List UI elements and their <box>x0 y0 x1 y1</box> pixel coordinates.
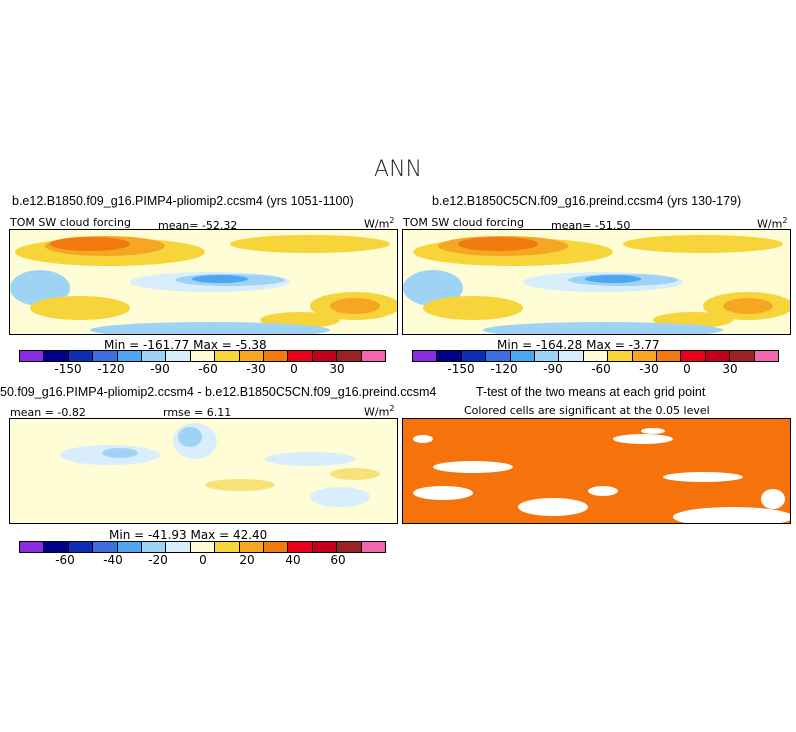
panel-3-tick: 40 <box>285 553 301 567</box>
panel-1-tick: -150 <box>54 362 82 376</box>
panel-3-tick: 60 <box>330 553 346 567</box>
panel-1-variable-label: TOM SW cloud forcing <box>10 216 131 229</box>
panel-4-title: T-test of the two means at each grid poi… <box>476 385 706 399</box>
panel-1-units: W/m2 <box>364 216 395 231</box>
panel-2-tick: 0 <box>683 362 691 376</box>
panel-2-tick: -60 <box>591 362 611 376</box>
main-title: ANN <box>374 157 422 182</box>
panel-3-tick: 0 <box>199 553 207 567</box>
panel-2-title: b.e12.B1850C5CN.f09_g16.preind.ccsm4 (yr… <box>432 194 742 208</box>
panel-2-tick: -120 <box>490 362 518 376</box>
panel-3-title: 50.f09_g16.PIMP4-pliomip2.ccsm4 - b.e12.… <box>0 385 437 399</box>
panel-3-mean: mean = -0.82 <box>10 406 86 419</box>
panel-2-tick: -90 <box>543 362 563 376</box>
panel-1-tick: -30 <box>246 362 266 376</box>
panel-2-tick: -150 <box>447 362 475 376</box>
panel-4-note: Colored cells are significant at the 0.0… <box>464 404 710 417</box>
panel-3-minmax: Min = -41.93 Max = 42.40 <box>109 528 268 542</box>
panel-4-map <box>402 418 791 524</box>
panel-1-tick: 0 <box>290 362 298 376</box>
panel-1-minmax: Min = -161.77 Max = -5.38 <box>104 338 267 352</box>
panel-3-colorbar <box>19 541 386 553</box>
panel-1-colorbar <box>19 350 386 362</box>
panel-2-colorbar <box>412 350 779 362</box>
panel-3-map <box>9 418 398 524</box>
panel-1-map <box>9 229 398 335</box>
panel-3-tick: -20 <box>148 553 168 567</box>
panel-3-rmse: rmse = 6.11 <box>163 406 232 419</box>
panel-1-tick: 30 <box>329 362 345 376</box>
panel-2-map <box>402 229 791 335</box>
panel-2-tick: -30 <box>639 362 659 376</box>
panel-3-units: W/m2 <box>364 404 395 419</box>
panel-3-field <box>10 419 397 523</box>
panel-1-title: b.e12.B1850.f09_g16.PIMP4-pliomip2.ccsm4… <box>12 194 354 208</box>
panel-2-units: W/m2 <box>757 216 788 231</box>
panel-4-significance-field <box>403 419 790 523</box>
panel-1-tick: -60 <box>198 362 218 376</box>
panel-2-variable-label: TOM SW cloud forcing <box>403 216 524 229</box>
panel-1-field <box>10 230 397 334</box>
panel-2-field <box>403 230 790 334</box>
panel-1-tick: -120 <box>97 362 125 376</box>
panel-1-tick: -90 <box>150 362 170 376</box>
panel-2-tick: 30 <box>722 362 738 376</box>
panel-2-minmax: Min = -164.28 Max = -3.77 <box>497 338 660 352</box>
panel-1-mean: mean= -52.32 <box>158 219 238 232</box>
panel-2-mean: mean= -51.50 <box>551 219 631 232</box>
panel-3-tick: -60 <box>55 553 75 567</box>
panel-3-tick: 20 <box>239 553 255 567</box>
panel-3-tick: -40 <box>103 553 123 567</box>
